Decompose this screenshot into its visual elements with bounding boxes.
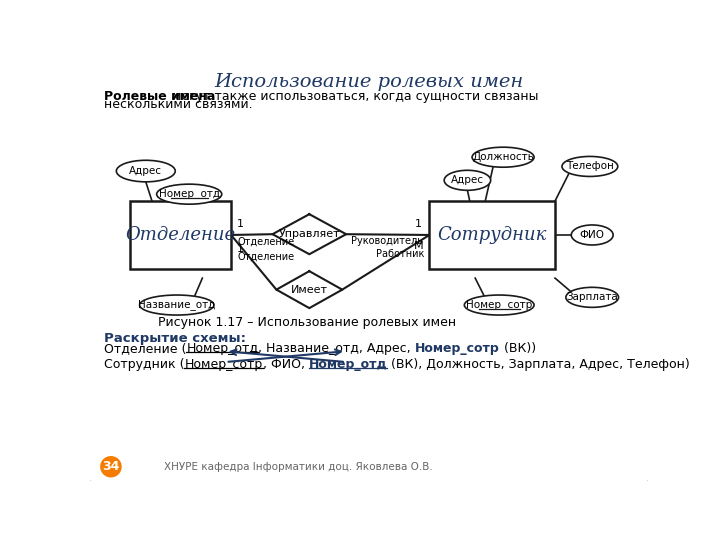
Text: Адрес: Адрес bbox=[451, 176, 484, 185]
Text: Использование ролевых имен: Использование ролевых имен bbox=[215, 73, 523, 91]
Text: Номер_сотр: Номер_сотр bbox=[184, 358, 263, 371]
Text: Номер_отд: Номер_отд bbox=[186, 342, 258, 355]
Polygon shape bbox=[276, 271, 342, 308]
Ellipse shape bbox=[157, 184, 222, 204]
Text: Ролевые имена: Ролевые имена bbox=[104, 90, 215, 103]
Text: М: М bbox=[413, 241, 423, 251]
Text: Отделение: Отделение bbox=[125, 226, 235, 244]
Text: могут также использоваться, когда сущности связаны: могут также использоваться, когда сущнос… bbox=[168, 90, 539, 103]
Text: (ВК), Должность, Зарплата, Адрес, Телефон): (ВК), Должность, Зарплата, Адрес, Телефо… bbox=[387, 358, 690, 371]
Ellipse shape bbox=[444, 170, 490, 190]
Text: ХНУРЕ кафедра Iнформатики доц. Яковлева О.В.: ХНУРЕ кафедра Iнформатики доц. Яковлева … bbox=[163, 462, 433, 472]
Ellipse shape bbox=[566, 287, 618, 307]
Text: 1: 1 bbox=[415, 219, 422, 229]
Ellipse shape bbox=[117, 160, 175, 182]
Text: Сотрудник (: Сотрудник ( bbox=[104, 358, 184, 371]
Text: несколькими связями.: несколькими связями. bbox=[104, 98, 253, 111]
Text: Телефон: Телефон bbox=[566, 161, 614, 171]
Text: ФИО: ФИО bbox=[580, 230, 605, 240]
Ellipse shape bbox=[571, 225, 613, 245]
Text: 34: 34 bbox=[102, 460, 120, 473]
Text: Работник: Работник bbox=[377, 249, 425, 259]
Text: 1: 1 bbox=[238, 219, 244, 229]
Ellipse shape bbox=[472, 147, 534, 167]
Text: Название_отд: Название_отд bbox=[138, 300, 215, 310]
Text: Управляет: Управляет bbox=[279, 229, 340, 239]
Text: (ВК)): (ВК)) bbox=[500, 342, 536, 355]
Text: Руководитель: Руководитель bbox=[351, 236, 423, 246]
Text: Сотрудник: Сотрудник bbox=[438, 226, 547, 244]
Text: Рисунок 1.17 – Использование ролевых имен: Рисунок 1.17 – Использование ролевых име… bbox=[158, 316, 456, 329]
Text: Отделение: Отделение bbox=[238, 252, 294, 262]
FancyBboxPatch shape bbox=[89, 63, 649, 482]
Ellipse shape bbox=[562, 157, 618, 177]
Text: Зарплата: Зарплата bbox=[567, 292, 618, 302]
Polygon shape bbox=[272, 214, 346, 254]
Text: Адрес: Адрес bbox=[130, 166, 162, 176]
Text: Отделение (: Отделение ( bbox=[104, 342, 186, 355]
Ellipse shape bbox=[140, 295, 214, 315]
Text: Номер  сотр: Номер сотр bbox=[466, 300, 532, 310]
Text: , Название_отд, Адрес,: , Название_отд, Адрес, bbox=[258, 342, 415, 355]
Text: Отделение: Отделение bbox=[238, 237, 294, 246]
Text: Имеет: Имеет bbox=[291, 285, 328, 295]
Text: , ФИО,: , ФИО, bbox=[263, 358, 309, 371]
Circle shape bbox=[101, 457, 121, 477]
Text: Номер  отд: Номер отд bbox=[158, 189, 220, 199]
Bar bbox=[130, 201, 231, 269]
Text: Должность: Должность bbox=[472, 152, 534, 162]
Text: 1: 1 bbox=[238, 244, 244, 254]
Text: Номер_отд: Номер_отд bbox=[309, 358, 387, 371]
Ellipse shape bbox=[464, 295, 534, 315]
Text: Номер_сотр: Номер_сотр bbox=[415, 342, 500, 355]
Text: Раскрытие схемы:: Раскрытие схемы: bbox=[104, 332, 246, 345]
Bar bbox=[429, 201, 555, 269]
